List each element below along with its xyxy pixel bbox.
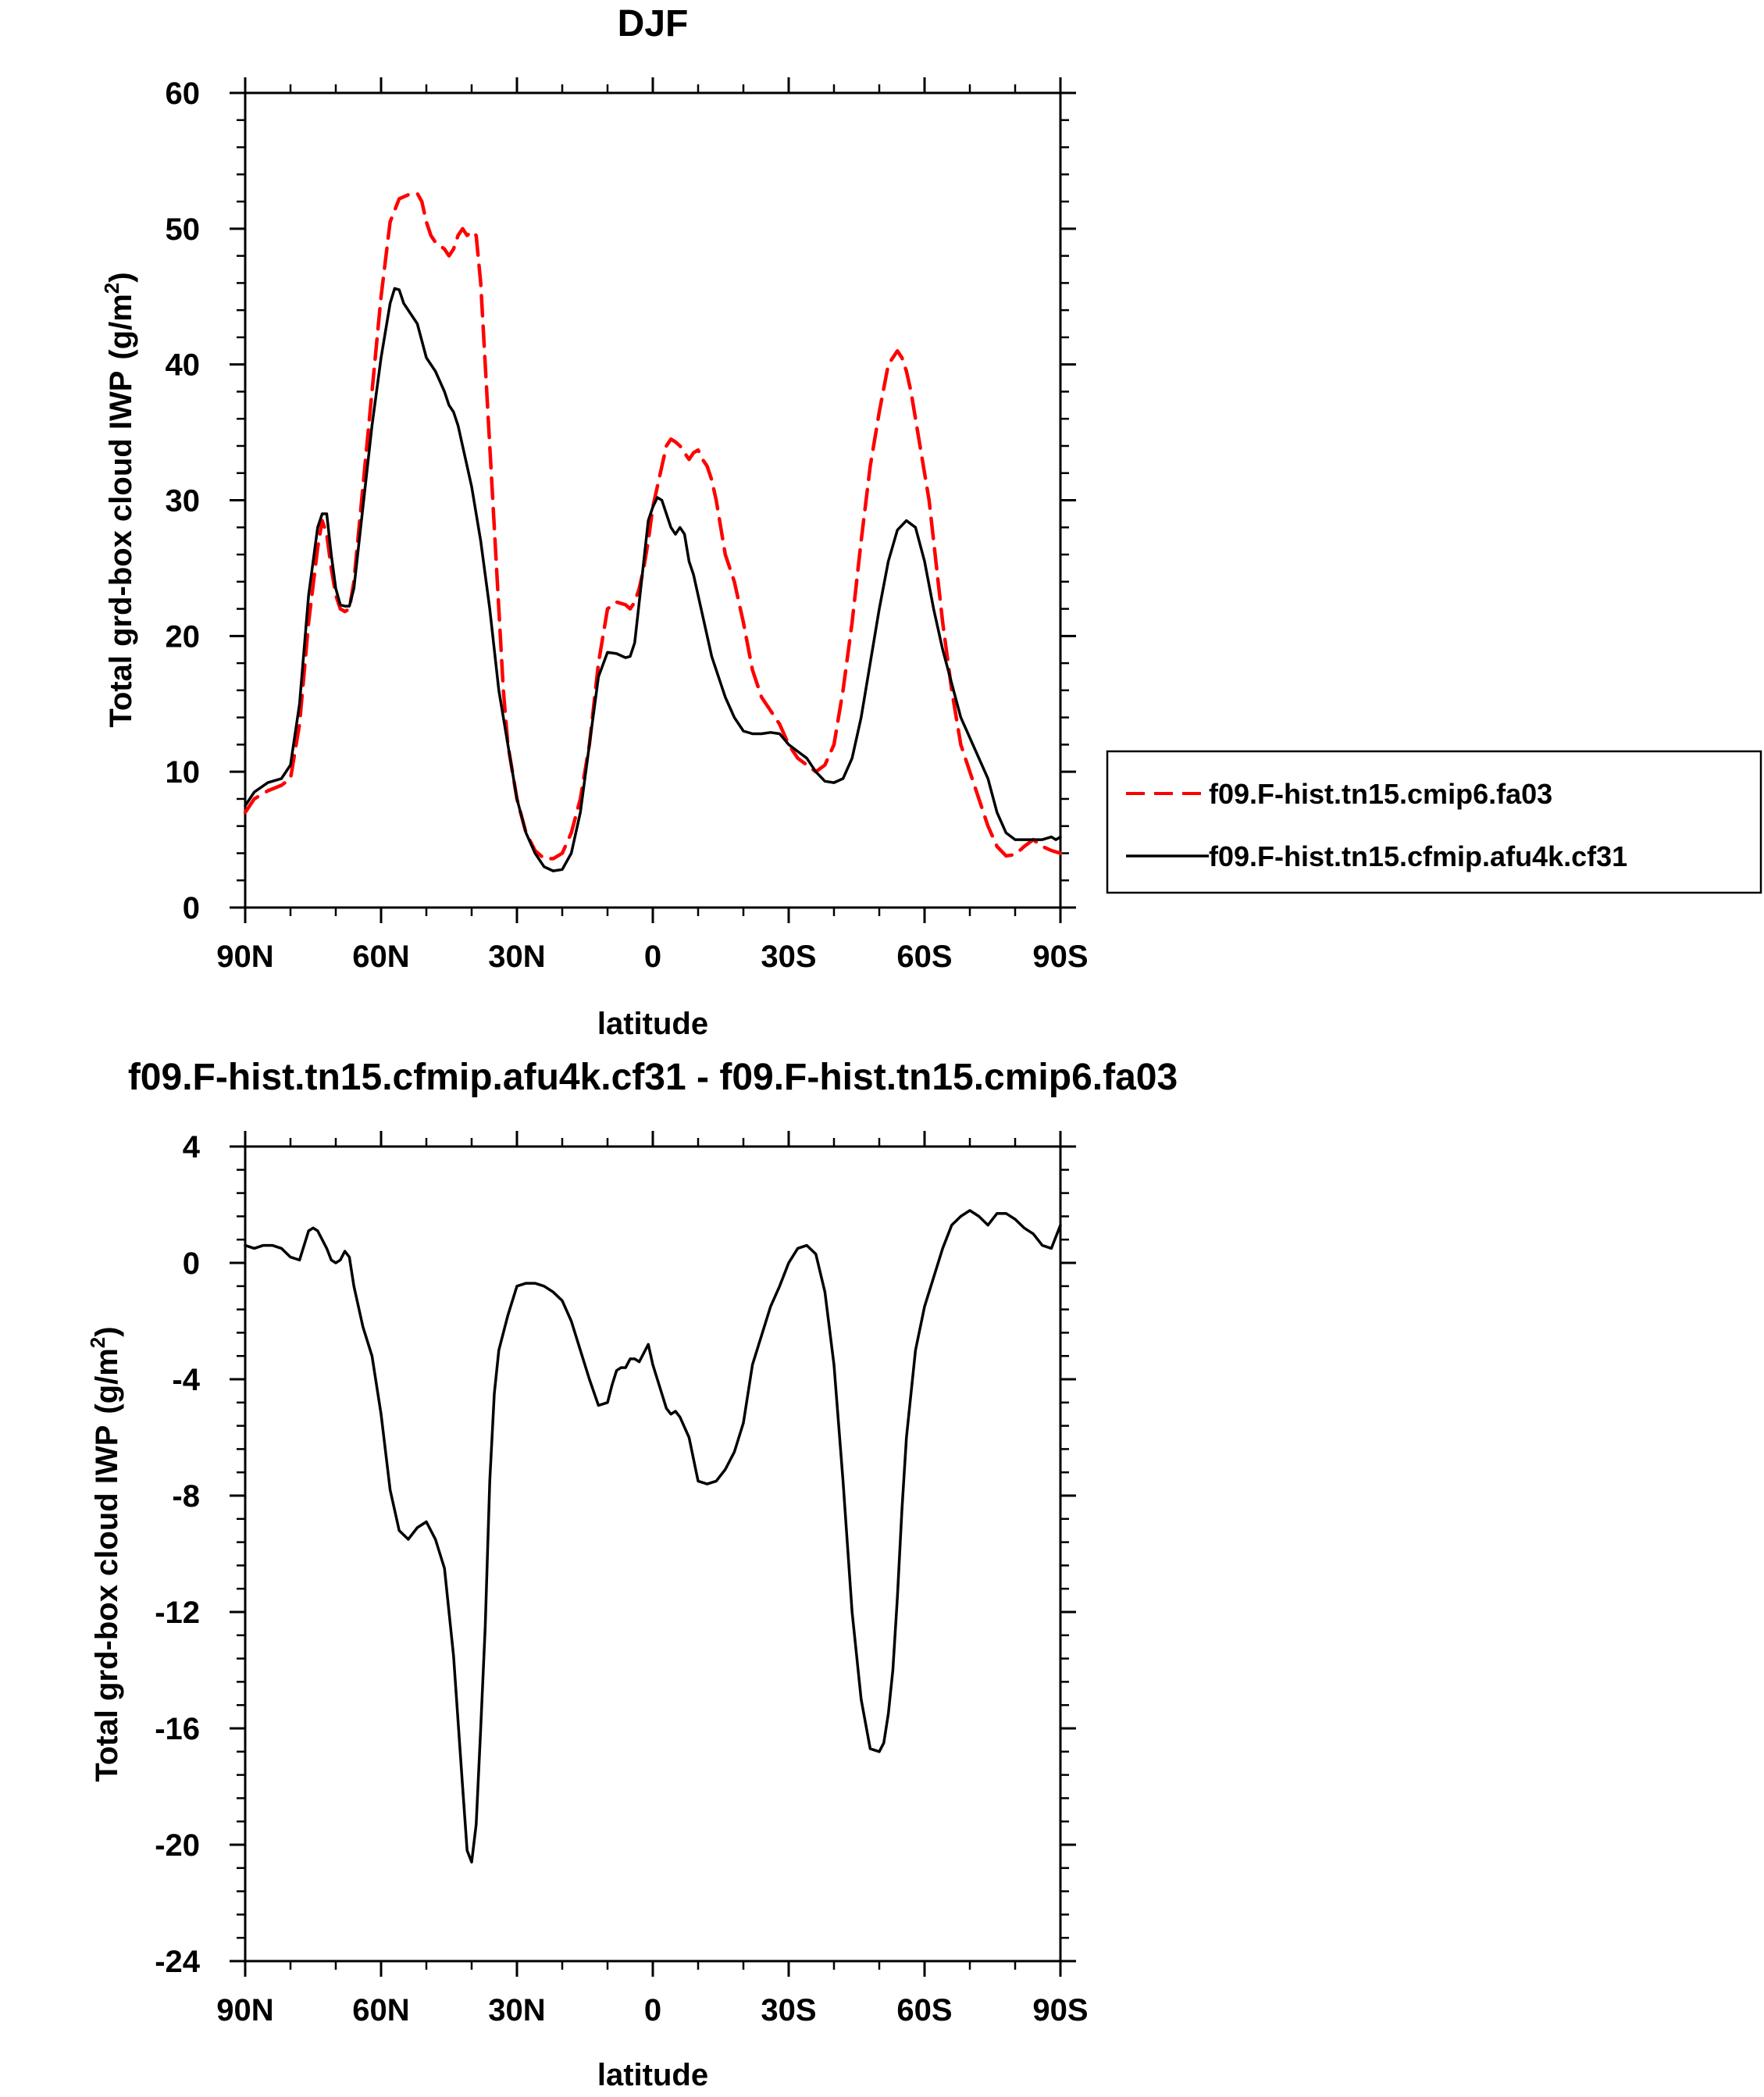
top-series-line-dashed-red: [243, 191, 1063, 861]
top-plot-ylabel-unit: (g/m: [104, 294, 138, 359]
bottom-plot-frame: [244, 1145, 1062, 1963]
legend-entry-cfmip: f09.F-hist.tn15.cfmip.afu4k.cf31: [1209, 840, 1627, 872]
top-y-tick-label: 20: [166, 619, 201, 654]
bottom-plot-ylabel-main: Total grd-box cloud IWP: [90, 1425, 124, 1782]
bottom-plot-ylabel-unit: (g/m: [90, 1348, 124, 1414]
top-y-tick-label: 0: [183, 891, 200, 925]
top-plot-title: DJF: [618, 3, 689, 45]
bottom-y-tick-label: 0: [183, 1246, 200, 1281]
bottom-plot-series: [244, 1209, 1062, 1864]
bottom-x-tick-label: 30S: [761, 1993, 816, 2027]
top-x-tick-label: 30N: [488, 940, 545, 974]
bottom-x-tick-label: 30N: [488, 1993, 545, 2027]
top-y-tick-label: 50: [166, 212, 201, 247]
top-plot-legend: f09.F-hist.tn15.cmip6.fa03 f09.F-hist.tn…: [1106, 750, 1762, 894]
bottom-y-tick-label: 4: [183, 1130, 201, 1164]
top-plot: DJF 90N 60N 30N 0 30S 60S 90S 0 10 20 30 40 50 60 lat…: [100, 3, 1762, 1041]
top-y-tick-label: 10: [166, 755, 201, 790]
bottom-y-tick-label: -20: [155, 1828, 200, 1863]
top-x-tick-label: 90N: [216, 940, 273, 974]
bottom-x-tick-label: 60N: [352, 1993, 409, 2027]
top-x-tick-label: 60S: [896, 940, 952, 974]
top-plot-series: [243, 191, 1063, 872]
bottom-plot-ylabel-unit-close: ): [90, 1326, 124, 1336]
legend-entry-cmip6: f09.F-hist.tn15.cmip6.fa03: [1209, 778, 1552, 810]
bottom-plot-ticks: 90N 60N 30N 0 30S 60S 90S -24 -20 -16 -12 -8 -4 0 4: [155, 1130, 1088, 2027]
bottom-y-tick-label: -12: [155, 1596, 200, 1630]
bottom-plot: f09.F-hist.tn15.cfmip.afu4k.cf31 - f09.F…: [86, 1057, 1178, 2092]
top-plot-xlabel: latitude: [597, 1007, 708, 1041]
bottom-x-tick-label: 0: [644, 1993, 661, 2027]
top-plot-ylabel-main: Total grd-box cloud IWP: [104, 371, 138, 728]
top-x-tick-label: 0: [644, 940, 661, 974]
bottom-y-tick-label: -24: [155, 1945, 201, 1979]
bottom-y-tick-label: -4: [172, 1363, 200, 1397]
bottom-plot-xlabel: latitude: [597, 2058, 708, 2092]
bottom-x-tick-label: 90S: [1032, 1993, 1088, 2027]
bottom-plot-ylabel: Total grd-box cloud IWP (g/m2): [86, 1326, 124, 1781]
bottom-x-tick-label: 60S: [896, 1993, 952, 2027]
top-plot-ylabel-unit-close: ): [104, 272, 138, 282]
bottom-y-tick-label: -16: [155, 1712, 200, 1746]
top-y-tick-label: 60: [166, 77, 201, 111]
top-y-tick-label: 30: [166, 484, 201, 519]
bottom-series-line-solid-black: [244, 1209, 1062, 1864]
top-y-tick-label: 40: [166, 348, 201, 383]
top-plot-ticks: 90N 60N 30N 0 30S 60S 90S 0 10 20 30 40 50 60: [166, 77, 1089, 974]
top-series-line-solid-black: [244, 287, 1062, 872]
bottom-plot-title: f09.F-hist.tn15.cfmip.afu4k.cf31 - f09.F…: [128, 1057, 1178, 1098]
bottom-y-tick-label: -8: [172, 1479, 200, 1514]
top-plot-ylabel: Total grd-box cloud IWP (g/m2): [100, 272, 138, 727]
top-plot-ylabel-unit-superscript: 2: [100, 283, 123, 294]
bottom-x-tick-label: 90N: [216, 1993, 273, 2027]
bottom-plot-ylabel-unit-superscript: 2: [86, 1337, 109, 1348]
top-x-tick-label: 90S: [1032, 940, 1088, 974]
top-x-tick-label: 30S: [761, 940, 816, 974]
legend-box: [1106, 750, 1762, 894]
top-x-tick-label: 60N: [352, 940, 409, 974]
